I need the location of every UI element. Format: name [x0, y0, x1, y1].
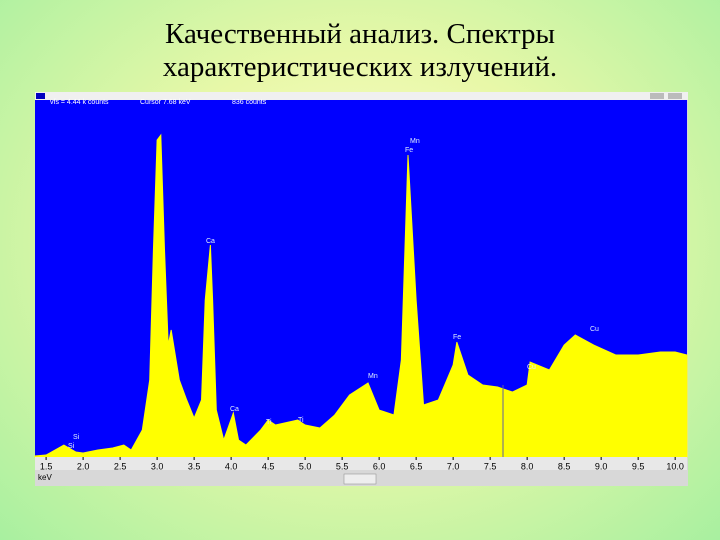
- x-tick-label: 5.5: [336, 461, 349, 471]
- peak-label: Ti: [298, 417, 304, 424]
- x-tick-label: 4.5: [262, 461, 275, 471]
- x-tick-label: 5.0: [299, 461, 312, 471]
- x-axis-strip: [35, 457, 687, 470]
- peak-label: Cu: [590, 326, 599, 333]
- peak-label: Ti: [266, 419, 272, 426]
- peak-label: Mn: [410, 138, 420, 145]
- peak-label: Si: [73, 434, 80, 441]
- peak-label: Ca: [230, 406, 239, 413]
- scroll-control[interactable]: [343, 473, 377, 485]
- header-text: vfs = 4.44 k counts: [50, 99, 109, 106]
- toolbar-icon: [668, 93, 682, 99]
- header-text: 836 counts: [232, 99, 267, 106]
- peak-label: Fe: [405, 147, 413, 154]
- x-tick-label: 6.0: [373, 461, 386, 471]
- x-tick-label: 9.5: [632, 461, 645, 471]
- x-tick-label: 2.5: [114, 461, 127, 471]
- x-tick-label: 8.5: [558, 461, 571, 471]
- x-tick-label: 9.0: [595, 461, 608, 471]
- peak-label: Cu: [527, 364, 536, 371]
- toolbar-icon: [650, 93, 664, 99]
- x-tick-label: 2.0: [77, 461, 90, 471]
- x-tick-label: 7.0: [447, 461, 460, 471]
- peak-label: Ca: [206, 238, 215, 245]
- x-tick-label: 3.0: [151, 461, 164, 471]
- peak-label: Si: [68, 443, 75, 450]
- peak-label: Mn: [368, 373, 378, 380]
- toolbar-icon: [36, 93, 45, 99]
- toolbar: [35, 92, 688, 100]
- x-tick-label: 8.0: [521, 461, 534, 471]
- spectrum-area: [34, 133, 688, 458]
- slide-title: характеристических излучений.: [162, 51, 558, 83]
- header-text: Cursor 7.68 keV: [140, 99, 191, 106]
- x-tick-label: 6.5: [410, 461, 423, 471]
- x-tick-label: 7.5: [484, 461, 497, 471]
- x-tick-label: 10.0: [666, 461, 684, 471]
- x-tick-label: 1.5: [40, 461, 53, 471]
- x-tick-label: 3.5: [188, 461, 201, 471]
- slide-title: Качественный анализ. Спектры: [165, 18, 555, 50]
- x-tick-label: 4.0: [225, 461, 238, 471]
- peak-label: Fe: [453, 334, 461, 341]
- x-axis-label: keV: [38, 473, 52, 482]
